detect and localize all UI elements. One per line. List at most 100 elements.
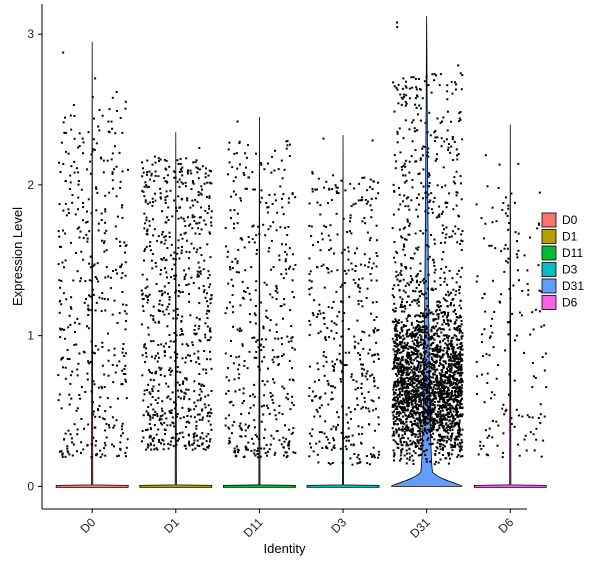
jitter-point [495, 420, 498, 423]
jitter-point [368, 334, 371, 337]
jitter-point [350, 232, 353, 235]
jitter-point [429, 394, 432, 397]
jitter-point [416, 350, 419, 352]
jitter-point [398, 228, 401, 231]
jitter-point [440, 267, 443, 270]
jitter-point [412, 375, 415, 378]
jitter-point [447, 432, 450, 435]
jitter-point [249, 395, 252, 397]
jitter-point [426, 355, 429, 358]
jitter-point [161, 410, 164, 413]
jitter-point [103, 240, 106, 243]
jitter-point [343, 269, 346, 272]
jitter-point [163, 350, 166, 353]
jitter-point [406, 342, 409, 345]
jitter-point [83, 427, 85, 430]
jitter-point [268, 247, 271, 249]
jitter-point [187, 433, 190, 436]
jitter-point [180, 216, 183, 219]
jitter-point [238, 388, 241, 391]
jitter-point [460, 323, 463, 326]
jitter-point [393, 397, 396, 400]
jitter-point [308, 279, 311, 282]
jitter-point [461, 335, 464, 338]
jitter-point [460, 415, 463, 418]
jitter-point [455, 408, 458, 411]
jitter-point [186, 172, 189, 175]
jitter-point [427, 175, 430, 178]
jitter-point [318, 309, 321, 312]
jitter-point [361, 330, 364, 333]
jitter-point [508, 373, 511, 376]
jitter-point [450, 359, 453, 362]
jitter-point [269, 395, 272, 398]
jitter-point [164, 199, 167, 202]
jitter-point [452, 417, 455, 420]
jitter-point [432, 313, 435, 316]
jitter-point [150, 340, 153, 343]
jitter-point [104, 276, 107, 279]
jitter-point [417, 380, 420, 383]
jitter-point [408, 283, 411, 286]
jitter-point [361, 199, 364, 201]
jitter-point [443, 389, 446, 392]
jitter-point [542, 439, 545, 442]
jitter-point [199, 216, 202, 219]
jitter-point [274, 451, 277, 454]
jitter-point [291, 336, 294, 339]
jitter-point [541, 356, 544, 359]
jitter-point [377, 423, 380, 426]
jitter-point [362, 347, 365, 350]
jitter-point [442, 403, 444, 406]
jitter-point [453, 140, 456, 143]
jitter-point [168, 236, 171, 238]
points-D6 [475, 154, 548, 459]
jitter-point [403, 96, 405, 98]
jitter-point [444, 184, 447, 187]
jitter-point [153, 424, 156, 427]
jitter-point [120, 425, 123, 428]
jitter-point [330, 448, 333, 451]
jitter-point [393, 342, 396, 345]
jitter-point [158, 439, 160, 441]
jitter-point [402, 248, 405, 251]
jitter-point [359, 358, 362, 361]
jitter-point [429, 344, 432, 347]
jitter-point [413, 433, 416, 436]
jitter-point [158, 419, 161, 422]
jitter-point [409, 443, 412, 446]
jitter-point [286, 335, 289, 338]
jitter-point [201, 383, 204, 386]
jitter-point [161, 233, 164, 236]
jitter-point [420, 337, 423, 340]
jitter-point [239, 163, 241, 166]
jitter-point [442, 367, 445, 370]
jitter-point [450, 392, 453, 395]
jitter-point [447, 365, 450, 368]
jitter-point [368, 410, 371, 413]
jitter-point [177, 437, 180, 440]
jitter-point [434, 384, 437, 387]
jitter-point [392, 388, 395, 391]
jitter-point [191, 443, 194, 446]
jitter-point [458, 372, 461, 375]
jitter-point [199, 246, 202, 249]
jitter-point [312, 244, 314, 247]
jitter-point [359, 263, 362, 266]
jitter-point [161, 438, 164, 441]
jitter-point [103, 250, 106, 253]
jitter-point [125, 320, 127, 322]
jitter-point [257, 225, 260, 228]
jitter-point [412, 440, 415, 443]
jitter-point [501, 456, 504, 459]
jitter-point [291, 253, 294, 256]
jitter-point [432, 419, 435, 422]
jitter-point [425, 328, 428, 331]
jitter-point [507, 393, 510, 396]
jitter-point [397, 102, 400, 105]
jitter-point [396, 352, 399, 355]
jitter-point [399, 367, 402, 370]
jitter-point [407, 295, 410, 298]
jitter-point [159, 422, 162, 425]
jitter-point [281, 206, 284, 209]
